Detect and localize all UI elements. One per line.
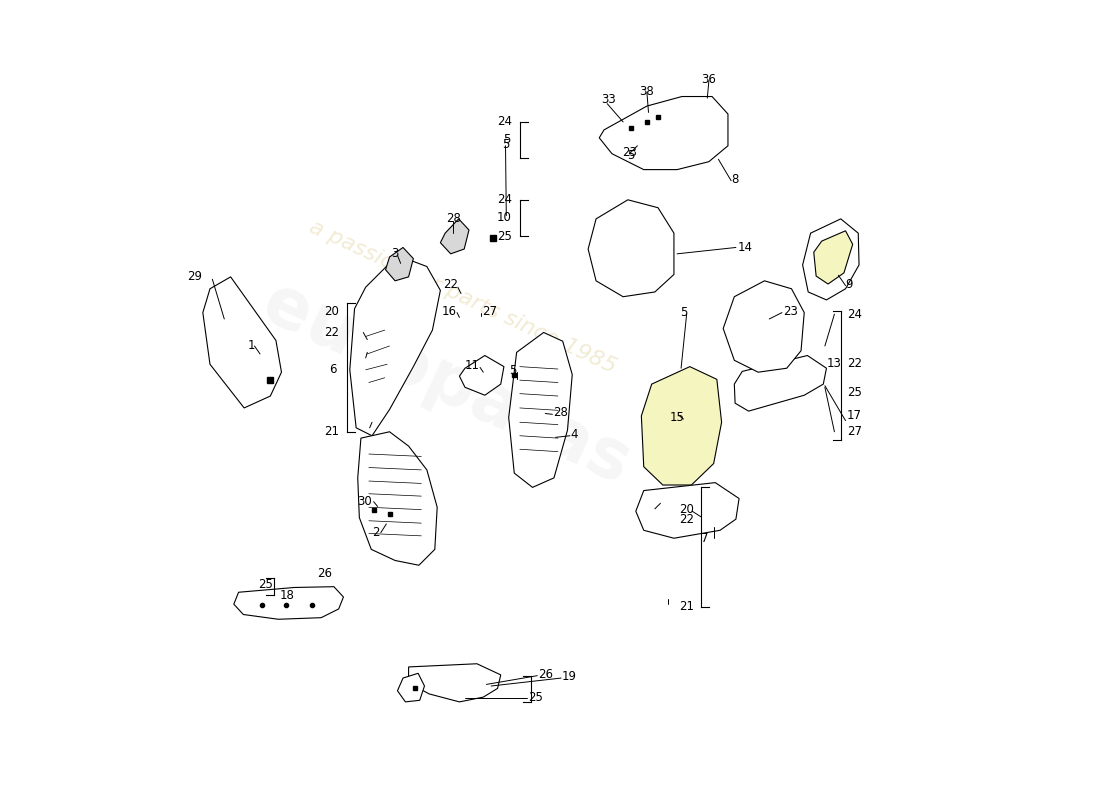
Text: 20: 20: [324, 305, 340, 318]
Polygon shape: [803, 219, 859, 300]
Text: 21: 21: [324, 426, 340, 438]
Text: 28: 28: [553, 406, 568, 419]
Text: 25: 25: [257, 578, 273, 591]
Polygon shape: [588, 200, 674, 297]
Text: 33: 33: [602, 93, 616, 106]
Text: 13: 13: [827, 357, 842, 370]
Text: 21: 21: [679, 600, 694, 613]
Text: 26: 26: [538, 667, 553, 681]
Text: 23: 23: [783, 305, 798, 318]
Text: 22: 22: [324, 326, 340, 339]
Text: 30: 30: [358, 495, 372, 508]
Text: 7: 7: [702, 532, 708, 545]
Text: 5: 5: [680, 306, 688, 319]
Text: 19: 19: [562, 670, 576, 683]
Text: 28: 28: [446, 212, 461, 226]
Text: 20: 20: [679, 503, 694, 516]
Text: 5: 5: [503, 133, 510, 146]
Text: 10: 10: [497, 210, 512, 224]
Text: 24: 24: [497, 194, 512, 206]
Polygon shape: [460, 355, 504, 395]
Text: 9: 9: [846, 278, 852, 290]
Polygon shape: [508, 333, 572, 487]
Text: 5: 5: [509, 364, 517, 377]
Text: 16: 16: [441, 305, 456, 318]
Text: 38: 38: [639, 86, 654, 98]
Polygon shape: [600, 97, 728, 170]
Text: 25: 25: [497, 230, 512, 243]
Text: europaras: europaras: [252, 270, 641, 498]
Text: 8: 8: [732, 173, 738, 186]
Text: 23: 23: [621, 146, 637, 158]
Polygon shape: [636, 482, 739, 538]
Text: 5: 5: [627, 149, 635, 162]
Polygon shape: [358, 432, 437, 566]
Text: 29: 29: [187, 270, 202, 283]
Polygon shape: [814, 230, 852, 284]
Polygon shape: [397, 674, 425, 702]
Text: 25: 25: [528, 691, 542, 705]
Polygon shape: [641, 366, 722, 485]
Text: 18: 18: [279, 589, 295, 602]
Text: 27: 27: [847, 426, 862, 438]
Text: 27: 27: [482, 305, 497, 318]
Text: a passion for parts since 1985: a passion for parts since 1985: [306, 217, 619, 377]
Polygon shape: [440, 219, 469, 254]
Text: 4: 4: [571, 428, 579, 441]
Text: 2: 2: [373, 526, 380, 539]
Text: 14: 14: [737, 241, 752, 254]
Text: 11: 11: [465, 358, 480, 371]
Text: 3: 3: [392, 246, 399, 259]
Text: 6: 6: [330, 363, 337, 376]
Text: 26: 26: [317, 566, 332, 580]
Text: 5: 5: [503, 138, 510, 150]
Text: 22: 22: [443, 278, 458, 291]
Polygon shape: [202, 277, 282, 408]
Polygon shape: [408, 664, 501, 702]
Polygon shape: [386, 247, 414, 281]
Polygon shape: [234, 586, 343, 619]
Text: 15: 15: [670, 411, 684, 424]
Polygon shape: [735, 355, 826, 411]
Text: 24: 24: [847, 308, 862, 321]
Text: 25: 25: [847, 386, 862, 398]
Text: 24: 24: [497, 115, 512, 129]
Text: 22: 22: [679, 513, 694, 526]
Text: 17: 17: [847, 410, 862, 422]
Polygon shape: [350, 255, 440, 436]
Text: 36: 36: [702, 74, 716, 86]
Text: 1: 1: [249, 339, 255, 353]
Text: 22: 22: [847, 357, 862, 370]
Polygon shape: [723, 281, 804, 372]
